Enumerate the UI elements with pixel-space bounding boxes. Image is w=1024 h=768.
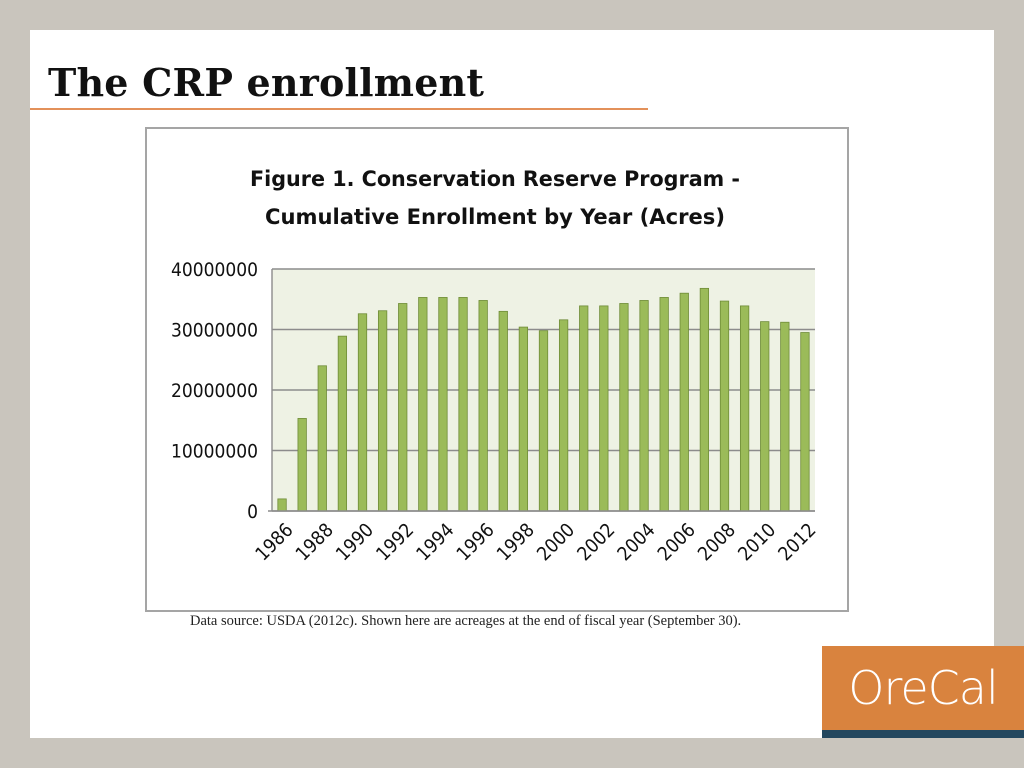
- bar-2011: [780, 321, 790, 512]
- bar-1994: [438, 297, 448, 512]
- bar-2007: [699, 287, 710, 512]
- bar-1988: [317, 365, 327, 512]
- bar-1986: [277, 498, 287, 512]
- bar-1997: [498, 310, 508, 512]
- bar-1993: [418, 297, 428, 512]
- x-tick-label: 1996: [452, 519, 498, 565]
- bar-2002: [599, 305, 609, 512]
- bar-2006: [679, 292, 689, 512]
- data-source-note: Data source: USDA (2012c). Shown here ar…: [190, 613, 742, 629]
- x-tick-label: 2004: [613, 519, 659, 565]
- bar-2001: [579, 305, 589, 512]
- title-underline: [30, 108, 648, 110]
- x-tick-label: 2006: [653, 519, 699, 565]
- chart-title-line-2: Cumulative Enrollment by Year (Acres): [265, 205, 725, 229]
- x-tick-label: 2000: [533, 519, 579, 565]
- x-tick-label: 1998: [493, 519, 539, 565]
- logo-accent-bar: [822, 730, 1024, 738]
- y-tick-label: 20000000: [171, 380, 258, 402]
- slide: The CRP enrollment Figure 1. Conservatio…: [30, 30, 994, 738]
- bar-2000: [558, 319, 569, 512]
- bar-1999: [538, 330, 549, 512]
- bar-1992: [398, 303, 408, 512]
- bar-1998: [518, 326, 529, 512]
- y-tick-label: 30000000: [171, 320, 258, 342]
- bar-2003: [619, 303, 629, 512]
- slide-title: The CRP enrollment: [48, 60, 485, 105]
- logo-text: OreCal: [848, 661, 999, 715]
- bar-1987: [297, 418, 307, 512]
- y-tick-label: 0: [247, 501, 258, 523]
- chart-title-line-1: Figure 1. Conservation Reserve Program -: [250, 167, 740, 191]
- bar-2005: [659, 297, 669, 512]
- bar-1995: [458, 297, 468, 512]
- orecal-logo: OreCal: [822, 646, 1024, 730]
- x-tick-label: 2012: [774, 519, 820, 565]
- y-tick-label: 40000000: [171, 259, 258, 281]
- x-tick-label: 1990: [332, 519, 378, 565]
- x-tick-label: 2002: [573, 519, 619, 565]
- y-tick-label: 10000000: [171, 441, 258, 463]
- bar-2004: [639, 300, 649, 512]
- x-tick-label: 2010: [734, 519, 780, 565]
- chart-frame: Figure 1. Conservation Reserve Program -…: [145, 127, 849, 612]
- x-tick-label: 1992: [372, 519, 418, 565]
- x-tick-label: 1994: [412, 519, 458, 565]
- bar-1996: [478, 300, 488, 512]
- bar-2012: [800, 332, 810, 512]
- bar-2008: [719, 300, 730, 512]
- bar-1989: [337, 335, 348, 512]
- x-tick-label: 1988: [291, 519, 337, 565]
- bar-2010: [760, 321, 770, 512]
- bar-2009: [739, 305, 750, 512]
- bar-1991: [377, 310, 388, 512]
- bar-chart: Figure 1. Conservation Reserve Program -…: [171, 167, 820, 565]
- x-tick-label: 1986: [251, 519, 297, 565]
- bar-1990: [357, 313, 368, 512]
- x-tick-label: 2008: [694, 519, 740, 565]
